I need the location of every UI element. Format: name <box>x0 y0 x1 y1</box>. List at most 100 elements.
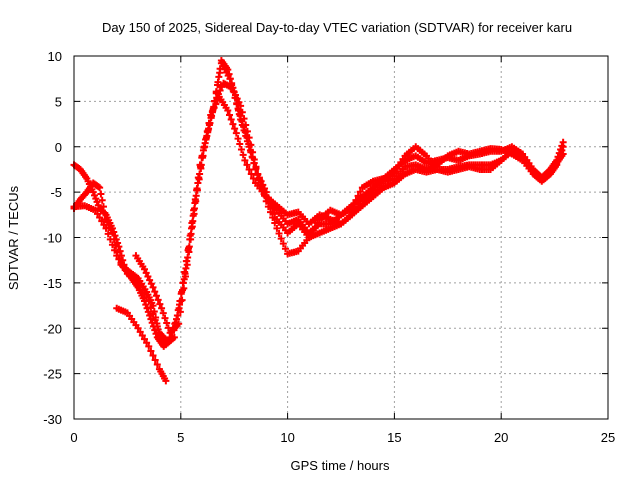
data-point <box>204 128 212 136</box>
data-point <box>188 223 196 231</box>
data-point <box>247 170 255 178</box>
data-point <box>151 326 159 334</box>
data-point <box>177 290 185 298</box>
data-point <box>240 123 248 131</box>
data-point <box>254 171 262 179</box>
data-point <box>144 273 152 281</box>
data-point <box>159 309 167 317</box>
y-tick-label: -15 <box>43 276 62 291</box>
data-point <box>136 328 144 336</box>
data-point <box>140 335 148 343</box>
data-point <box>146 312 154 320</box>
data-marks <box>70 57 567 385</box>
data-point <box>248 153 256 161</box>
data-point <box>237 145 245 153</box>
y-tick-label: -25 <box>43 367 62 382</box>
data-point <box>175 320 183 328</box>
data-point <box>197 165 205 173</box>
data-point <box>195 175 203 183</box>
data-point <box>193 186 201 194</box>
data-point <box>146 276 154 284</box>
data-point <box>190 210 198 218</box>
data-point <box>279 240 287 248</box>
chart-title: Day 150 of 2025, Sidereal Day-to-day VTE… <box>102 20 572 35</box>
data-point <box>93 210 101 218</box>
data-point <box>243 134 251 142</box>
data-point <box>151 356 159 364</box>
data-point <box>245 140 253 148</box>
data-point <box>281 245 289 253</box>
data-point <box>149 283 157 291</box>
data-point <box>267 208 275 216</box>
data-point <box>216 86 224 94</box>
data-point <box>216 69 224 77</box>
data-point <box>212 88 220 96</box>
data-point <box>142 301 150 309</box>
data-point <box>149 322 157 330</box>
data-point <box>553 161 561 169</box>
data-point <box>241 156 249 164</box>
data-point <box>252 165 260 173</box>
data-point <box>238 117 246 125</box>
data-point <box>138 332 146 340</box>
data-point <box>209 106 217 114</box>
data-point <box>264 203 272 211</box>
data-point <box>238 108 246 116</box>
data-point <box>229 87 237 95</box>
data-point <box>149 302 157 310</box>
data-point <box>173 312 181 320</box>
data-point <box>142 269 150 277</box>
data-point <box>275 230 283 238</box>
data-point <box>163 319 171 327</box>
data-point <box>119 256 127 264</box>
data-point <box>116 247 124 255</box>
data-point <box>233 100 241 108</box>
x-tick-label: 15 <box>387 430 401 445</box>
data-point <box>231 94 239 102</box>
data-point <box>243 161 251 169</box>
data-point <box>258 182 266 190</box>
data-point <box>199 154 207 162</box>
data-point <box>152 314 160 322</box>
data-point <box>228 81 236 89</box>
data-point <box>158 304 166 312</box>
data-point <box>269 214 277 222</box>
y-axis-label: SDTVAR / TECUs <box>6 185 21 290</box>
data-point <box>205 121 213 129</box>
data-point <box>555 154 563 162</box>
data-point <box>140 297 148 305</box>
data-point <box>96 184 104 192</box>
data-point <box>249 175 257 183</box>
data-point <box>559 143 567 151</box>
data-point <box>175 304 183 312</box>
x-tick-label: 10 <box>280 430 294 445</box>
data-point <box>115 243 123 251</box>
y-tick-label: 10 <box>48 49 62 64</box>
data-point <box>117 252 125 260</box>
data-point <box>162 377 170 385</box>
data-point <box>260 187 268 195</box>
data-point <box>237 102 245 110</box>
data-point <box>111 232 119 240</box>
y-tick-label: 5 <box>55 94 62 109</box>
data-point <box>147 280 155 288</box>
data-point <box>271 219 279 227</box>
x-tick-label: 25 <box>601 430 615 445</box>
data-point <box>153 361 161 369</box>
data-point <box>246 146 254 154</box>
data-point <box>226 111 234 119</box>
data-point <box>178 296 186 304</box>
data-point <box>112 235 120 243</box>
data-point <box>277 235 285 243</box>
data-point <box>497 156 505 164</box>
data-point <box>143 339 151 347</box>
data-point <box>226 75 234 83</box>
data-point <box>114 239 122 247</box>
data-point <box>236 140 244 148</box>
y-tick-label: -30 <box>43 412 62 427</box>
data-point <box>110 228 118 236</box>
data-point <box>207 114 215 122</box>
x-tick-label: 20 <box>494 430 508 445</box>
x-axis-label: GPS time / hours <box>291 458 390 473</box>
